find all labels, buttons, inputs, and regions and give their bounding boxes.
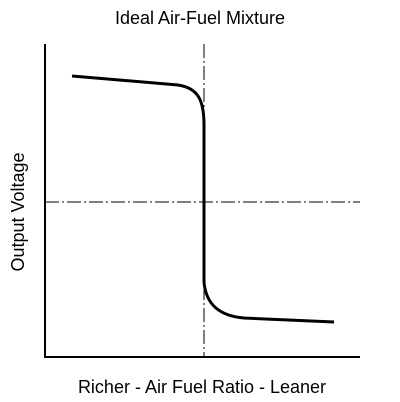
voltage-curve: [71, 74, 335, 324]
y-axis-label: Output Voltage: [8, 152, 28, 271]
title: Ideal Air-Fuel Mixture: [115, 8, 285, 28]
x-axis-label: Richer - Air Fuel Ratio - Leaner: [78, 377, 326, 397]
